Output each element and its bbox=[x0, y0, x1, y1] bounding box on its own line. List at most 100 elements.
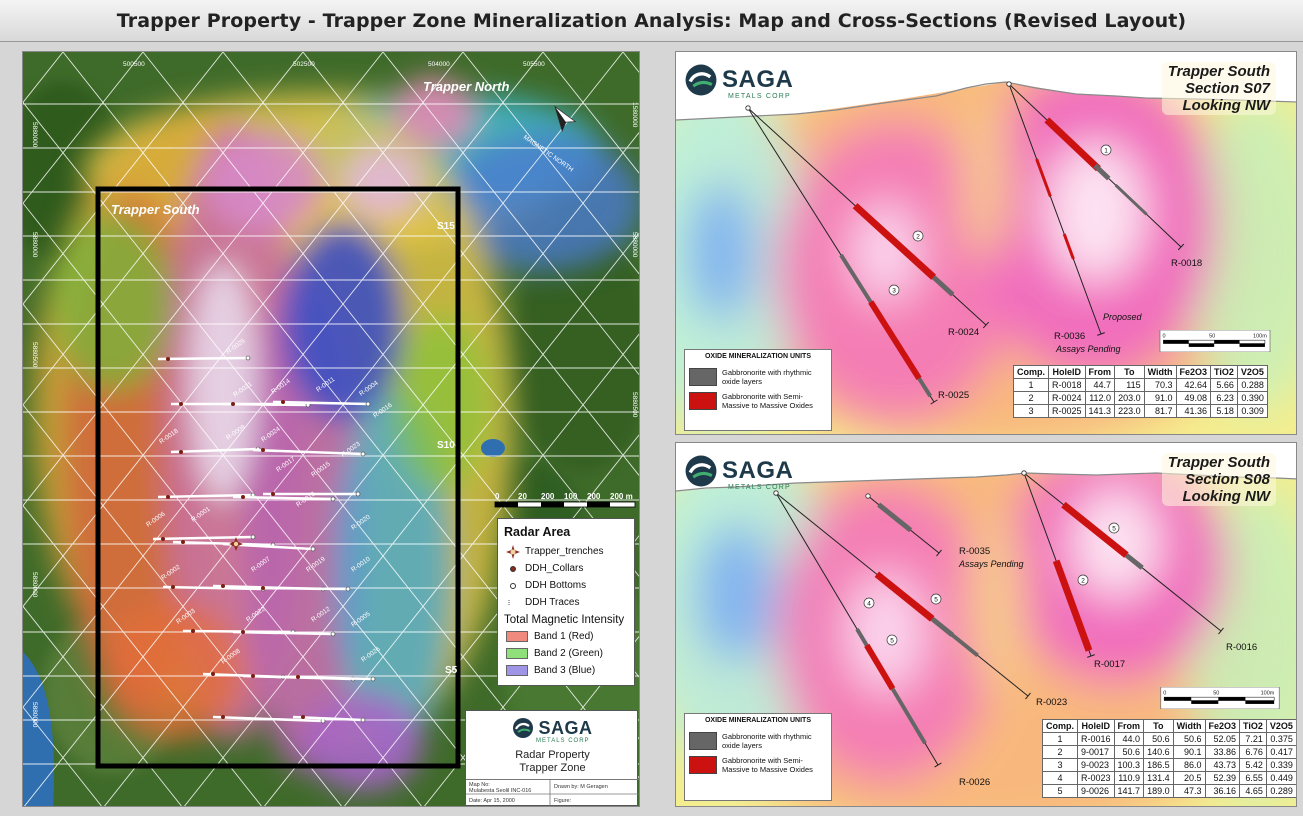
collar-dot bbox=[281, 400, 285, 404]
assay-cell: 43.73 bbox=[1204, 758, 1241, 772]
grid-label-right-1: 5880000 bbox=[631, 232, 638, 258]
map-title-meta: Map No: Mulabesta Seolil INC-016 Drawn b… bbox=[466, 779, 639, 806]
drill-trace bbox=[232, 630, 334, 636]
cross-section-s08[interactable]: R-0035 R-0017 R-0016 R-0023 R-0026 5 2 4 5 5 Assay… bbox=[675, 442, 1297, 807]
intercept-segment bbox=[951, 633, 979, 657]
drill-trace bbox=[222, 402, 309, 407]
assay-header-cell: To bbox=[1114, 365, 1145, 379]
intercept-marker bbox=[1108, 522, 1120, 534]
map-title-block: SAGA METALS CORP Radar Property Trapper … bbox=[465, 710, 639, 806]
legend-item-collars: DDH_Collars bbox=[504, 560, 628, 577]
section-s07-units-legend: OXIDE MINERALIZATION UNITS Gabbronorite … bbox=[684, 349, 832, 431]
assay-cell: 0.375 bbox=[1265, 732, 1296, 746]
bottom-dot bbox=[355, 491, 361, 497]
section-s07-logo: SAGA METALS CORP bbox=[684, 60, 793, 100]
section-s08-logo: SAGA METALS CORP bbox=[684, 451, 793, 491]
assay-cell: 115 bbox=[1114, 378, 1145, 392]
section-note: Assays Pending bbox=[958, 559, 1024, 569]
cross-section-s07[interactable]: R-0018 R-0024 R-0025 R-0036 1 2 3 Proposed Assay… bbox=[675, 51, 1297, 435]
assay-cell: 9-0017 bbox=[1077, 745, 1115, 759]
assay-cell: 0.417 bbox=[1265, 745, 1296, 759]
intercept-segment bbox=[864, 643, 896, 691]
collar-dot-icon bbox=[504, 565, 522, 572]
grid-label-top-3: 505500 bbox=[523, 61, 545, 68]
section-s08-plot[interactable]: R-0035R-0017R-0016R-0023R-002652455Assay… bbox=[676, 443, 1297, 807]
svg-text:100m: 100m bbox=[1261, 691, 1275, 697]
assay-cell: 189.0 bbox=[1143, 784, 1174, 798]
assay-header-cell: HoleID bbox=[1077, 719, 1115, 733]
bottom-dot bbox=[360, 451, 366, 457]
map-panel[interactable]: Trapper North Trapper South S15 S10 S5 M… bbox=[22, 51, 640, 807]
assay-cell: 90.1 bbox=[1172, 745, 1206, 759]
assay-cell: R-0023 bbox=[1077, 771, 1115, 785]
bottom-dot bbox=[245, 355, 251, 361]
section-s07-title: Trapper South Section S07 Looking NW bbox=[1161, 62, 1276, 115]
company-logo: SAGA METALS CORP bbox=[466, 715, 639, 744]
collar-dot bbox=[231, 402, 235, 406]
collar-dot bbox=[211, 672, 215, 676]
collar-dot bbox=[179, 450, 183, 454]
assay-header-cell: V2O5 bbox=[1236, 365, 1268, 379]
assay-row: 5 9-0026 141.7 189.0 47.3 36.16 4.65 0.289 bbox=[1042, 784, 1296, 798]
collar-dot bbox=[261, 448, 265, 452]
assay-row: 3 R-0025 141.3 223.0 81.7 41.36 5.18 0.309 bbox=[1013, 404, 1268, 418]
bottom-dot bbox=[370, 676, 376, 682]
legend-group-title: Total Magnetic Intensity bbox=[504, 614, 625, 626]
collar-dot bbox=[261, 586, 265, 590]
assay-cell: 141.3 bbox=[1084, 404, 1116, 418]
bottom-dot-icon bbox=[504, 582, 522, 589]
bottom-dot bbox=[360, 717, 366, 723]
band-2-swatch bbox=[506, 648, 528, 659]
topography-line bbox=[676, 81, 1296, 121]
bottom-dot bbox=[345, 586, 351, 592]
assay-cell: 50.6 bbox=[1172, 732, 1206, 746]
assay-cell: 33.86 bbox=[1204, 745, 1241, 759]
drill-hole: R-0016 bbox=[1021, 470, 1257, 653]
assay-header-cell: Fe2O3 bbox=[1204, 719, 1241, 733]
saga-logo-icon bbox=[685, 455, 717, 487]
title-bar: Trapper Property - Trapper Zone Minerali… bbox=[0, 0, 1303, 42]
assay-cell: 81.7 bbox=[1143, 404, 1177, 418]
assay-cell: 36.16 bbox=[1204, 784, 1241, 798]
legend-item-bottoms: DDH Bottoms bbox=[504, 577, 628, 594]
intercept-segment bbox=[1061, 501, 1129, 558]
assay-cell: 141.7 bbox=[1113, 784, 1145, 798]
grid-labels: 500500 502500 504000 505500 1580000 5880000 58… bbox=[31, 61, 638, 728]
map-scale-label: 20 bbox=[518, 492, 527, 501]
intercept-marker bbox=[1077, 574, 1089, 586]
grid-label-left-2: 5880500 bbox=[31, 342, 38, 368]
assay-row: 1 R-0018 44.7 115 70.3 42.64 5.66 0.288 bbox=[1013, 378, 1268, 392]
drill-hole: R-0025 bbox=[745, 105, 969, 405]
assay-header-cell: Fe2O3 bbox=[1175, 365, 1212, 379]
assay-cell: 2 bbox=[1013, 391, 1049, 405]
svg-text:100m: 100m bbox=[1253, 334, 1267, 340]
drill-hole: R-0018 bbox=[1006, 81, 1202, 269]
section-hole-label: R-0024 bbox=[948, 327, 979, 338]
intercept-marker-label: 5 bbox=[934, 596, 938, 603]
collar-dot bbox=[296, 675, 300, 679]
drill-traces bbox=[152, 355, 376, 724]
magnetic-map[interactable]: Trapper North Trapper South S15 S10 S5 M… bbox=[23, 52, 640, 807]
grid-label-top-2: 504000 bbox=[428, 61, 450, 68]
unit-rhythmic-swatch bbox=[689, 732, 717, 750]
bottom-dot bbox=[250, 534, 256, 540]
intercept-marker-label: 4 bbox=[867, 600, 871, 607]
assay-cell: 3 bbox=[1042, 758, 1078, 772]
intercept-marker-label: 1 bbox=[1104, 147, 1108, 154]
legend-band-3: Band 3 (Blue) bbox=[504, 662, 628, 679]
assay-cell: 4 bbox=[1042, 771, 1078, 785]
assay-cell: 3 bbox=[1013, 404, 1049, 418]
saga-logo-icon bbox=[513, 718, 534, 738]
collar-dot bbox=[271, 492, 275, 496]
drill-trace bbox=[170, 447, 259, 454]
section-s08-title: Trapper South Section S08 Looking NW bbox=[1161, 453, 1276, 506]
assay-cell: R-0024 bbox=[1048, 391, 1086, 405]
assay-cell: 5.18 bbox=[1210, 404, 1238, 418]
assay-cell: R-0018 bbox=[1048, 378, 1086, 392]
bottom-dot bbox=[330, 496, 336, 502]
assay-header-cell: TiO2 bbox=[1239, 719, 1267, 733]
intercept-marker bbox=[888, 284, 900, 296]
drill-trace bbox=[172, 540, 274, 547]
intercept-segment bbox=[874, 571, 935, 622]
